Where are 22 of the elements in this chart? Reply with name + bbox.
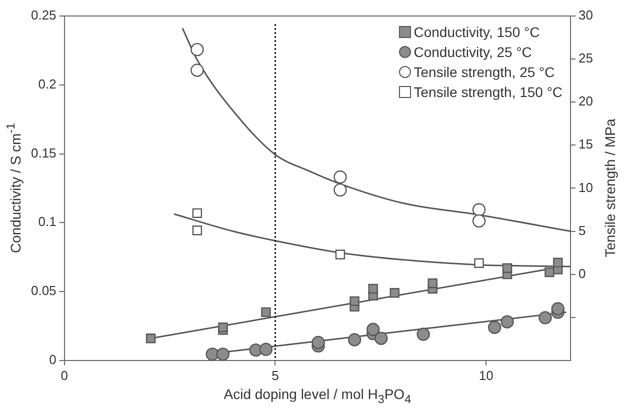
legend-label: Conductivity, 25 °C [412,43,533,62]
y-tick-label: 0.25 [30,8,56,23]
y-tick-label: 0.15 [30,145,56,160]
y2-tick-label: 0 [578,266,586,281]
y2-axis-title: Tensile strength / MPa [602,118,618,258]
y2-tick-label: 30 [578,8,594,23]
legend-label: Conductivity, 150 °C [412,23,541,42]
x-axis-title: Acid doping level / mol H$_{3}$PO$_{4}$ [224,386,412,406]
y-tick-label: 0.1 [38,214,56,230]
legend-label: Tensile strength, 25 °C [412,63,556,82]
x-tick-label: 10 [478,368,494,383]
y-tick-label: 0.05 [30,283,56,298]
y-tick-label: 0 [49,352,56,367]
y2-tick-label: 5 [578,222,586,238]
y2-tick-label: 25 [578,50,594,66]
y2-tick-label: 20 [578,94,594,109]
legend-label: Tensile strength, 150 °C [412,83,563,102]
y2-tick-label: 10 [578,180,594,195]
y-tick-label: 0.2 [38,76,56,92]
x-tick-label: 5 [272,368,279,383]
y2-tick-label: 15 [578,136,594,152]
x-tick-label: 0 [60,368,68,383]
